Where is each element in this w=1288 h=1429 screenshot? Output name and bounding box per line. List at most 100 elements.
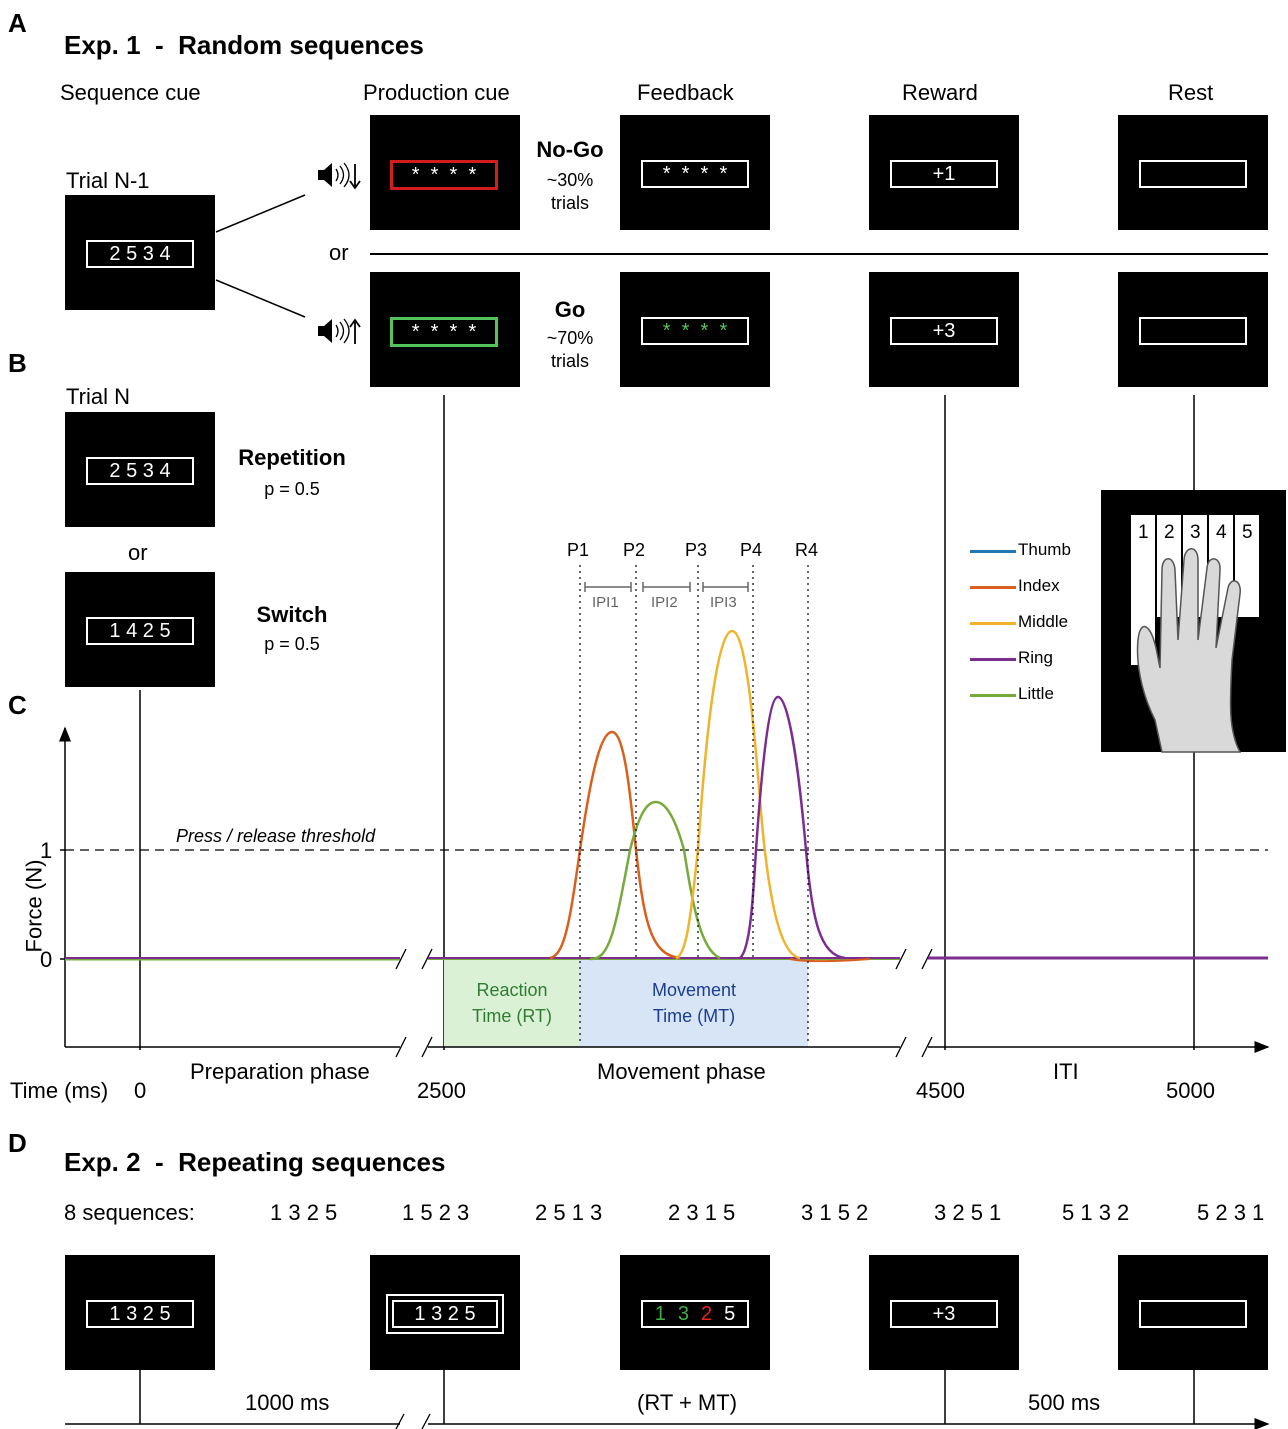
time-tick-5000: 5000 [1166, 1078, 1215, 1103]
key-1: 1 [1138, 522, 1149, 543]
legend-swatch-thumb [970, 550, 1016, 553]
time-tick-2500: 2500 [417, 1078, 466, 1103]
header-reward: Reward [902, 80, 978, 105]
nogo-production-screen: * * * * [370, 115, 520, 230]
threshold-label: Press / release threshold [176, 826, 376, 846]
legend-label-little: Little [1018, 684, 1054, 703]
exp2-title: Exp. 2 - Repeating sequences [64, 1147, 446, 1177]
sequence-item: 3 2 5 1 [934, 1200, 1002, 1225]
y-tick-0: 0 [40, 947, 53, 972]
repetition-screen: 2 5 3 4 [65, 412, 215, 527]
speaker-up-icon [318, 318, 361, 344]
go-rest-screen [1118, 272, 1268, 387]
rt-label-line1: Reaction [476, 980, 548, 1000]
axis-breaks [395, 948, 933, 1058]
nogo-stars-box: * * * * [390, 160, 498, 190]
legend-label-index: Index [1018, 576, 1060, 595]
switch-sequence: 1 4 2 5 [86, 617, 194, 645]
time-tick-4500: 4500 [916, 1078, 965, 1103]
event-lines [579, 565, 809, 1045]
little-curve [589, 800, 721, 961]
nogo-rest-box [1139, 160, 1247, 188]
duration-500: 500 ms [1028, 1390, 1101, 1415]
event-p2: P2 [623, 540, 646, 560]
event-r4: R4 [795, 540, 819, 560]
nogo-percent: ~30% [546, 170, 594, 190]
header-feedback: Feedback [637, 80, 734, 105]
middle-curve [675, 629, 801, 960]
mt-label-line1: Movement [651, 980, 737, 1000]
go-reward-box: +3 [890, 317, 998, 345]
panel-letter-d: D [8, 1128, 27, 1158]
phase-iti: ITI [1053, 1059, 1079, 1084]
speaker-down-icon [318, 162, 361, 190]
header-rest: Rest [1168, 80, 1214, 105]
feedback-digit: 3 [677, 1302, 689, 1325]
ipi-2: IPI2 [651, 594, 678, 611]
nogo-trials: trials [550, 193, 589, 213]
mt-label-line2: Time (MT) [652, 1006, 736, 1026]
connector-nogo [215, 194, 306, 233]
repetition-prob: p = 0.5 [264, 479, 320, 499]
feedback-digit: 5 [724, 1302, 736, 1325]
phase-movement: Movement phase [597, 1059, 766, 1084]
legend-swatch-index [970, 586, 1016, 589]
go-production-screen: * * * * [370, 272, 520, 387]
go-percent: ~70% [546, 328, 594, 348]
go-label: Go [554, 297, 586, 322]
duration-rt-mt: (RT + MT) [637, 1390, 738, 1415]
sequence-item: 2 5 1 3 [535, 1200, 603, 1225]
switch-label: Switch [256, 602, 328, 627]
trial-prev-label: Trial N-1 [66, 168, 150, 193]
feedback-digit: 2 [701, 1302, 713, 1325]
repetition-label: Repetition [238, 445, 346, 470]
exp2-rest-screen [1118, 1255, 1268, 1370]
exp2-production-outer-box [386, 1294, 504, 1334]
nogo-reward-box: +1 [890, 160, 998, 188]
nogo-feedback-screen: * * * * [620, 115, 770, 230]
legend-label-ring: Ring [1018, 648, 1053, 667]
sequence-item: 3 1 5 2 [801, 1200, 869, 1225]
go-reward-screen: +3 [869, 272, 1019, 387]
event-p1: P1 [567, 540, 590, 560]
sequence-item: 1 5 2 3 [402, 1200, 470, 1225]
legend-swatch-middle [970, 622, 1016, 625]
ipi-1: IPI1 [592, 594, 619, 611]
y-tick-1: 1 [40, 838, 53, 863]
key-3: 3 [1190, 522, 1201, 543]
switch-screen: 1 4 2 5 [65, 572, 215, 687]
or-label-a: or [329, 240, 349, 265]
sequence-cue-screen: 2 5 3 4 [65, 195, 215, 310]
rt-label-line2: Time (RT) [472, 1006, 552, 1026]
duration-1000: 1000 ms [245, 1390, 330, 1415]
panel-letter-b: B [8, 348, 27, 378]
go-trials: trials [550, 351, 589, 371]
nogo-label: No-Go [536, 137, 604, 162]
connector-go [215, 279, 306, 318]
go-feedback-screen: * * * * [620, 272, 770, 387]
phase-preparation: Preparation phase [190, 1059, 370, 1084]
go-stars-box: * * * * [390, 317, 498, 347]
go-feedback-stars: * * * * [641, 317, 749, 345]
hand-icon [1101, 490, 1286, 753]
repetition-sequence: 2 5 3 4 [86, 457, 194, 485]
sequence-item: 5 2 3 1 [1197, 1200, 1265, 1225]
exp2-cue-sequence: 1 3 2 5 [86, 1300, 194, 1328]
sequence-box: 2 5 3 4 [86, 240, 194, 268]
index-curve [549, 730, 681, 960]
rt-region [444, 959, 580, 1047]
exp1-title: Exp. 1 - Random sequences [64, 30, 424, 60]
trial-n-label: Trial N [66, 384, 130, 409]
legend-swatch-little [970, 694, 1016, 697]
exp2-production-screen: 1 3 2 5 [370, 1255, 520, 1370]
or-label-b: or [128, 540, 148, 565]
sequence-item: 1 3 2 5 [270, 1200, 338, 1225]
nogo-rest-screen [1118, 115, 1268, 230]
exp2-rest-box [1139, 1300, 1247, 1328]
header-production-cue: Production cue [363, 80, 510, 105]
nogo-reward-screen: +1 [869, 115, 1019, 230]
time-tick-0: 0 [134, 1078, 147, 1103]
